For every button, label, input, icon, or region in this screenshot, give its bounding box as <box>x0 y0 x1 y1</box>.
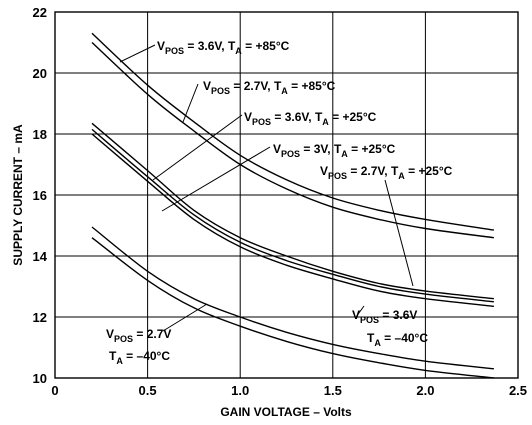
y-tick-label: 18 <box>33 127 47 142</box>
grid <box>54 11 519 379</box>
y-tick-labels: 10 12 14 16 18 20 22 <box>33 5 48 386</box>
x-tick-label: 2.5 <box>509 383 527 398</box>
x-tick-label: 0 <box>51 383 58 398</box>
x-tick-label: 1.5 <box>324 383 342 398</box>
leader-line-4 <box>384 179 414 287</box>
leader-line-3 <box>161 146 271 212</box>
series-line-2 <box>91 122 494 300</box>
series-line-1 <box>91 41 494 239</box>
leader-line-6 <box>162 303 208 332</box>
annotation-am40_27_l2: TA = –40°C <box>109 349 170 366</box>
plot-frame <box>54 11 519 379</box>
leader-line-0 <box>119 44 156 63</box>
series-line-0 <box>91 32 495 231</box>
annotation-a25_3: VPOS = 3V, TA = +25°C <box>273 142 396 159</box>
leader-line-2 <box>152 114 243 181</box>
leader-line-5 <box>355 305 365 318</box>
annotation-a85_27: VPOS = 2.7V, TA = +85°C <box>203 79 336 96</box>
x-axis-label: GAIN VOLTAGE – Volts <box>220 405 352 419</box>
y-tick-label: 14 <box>33 249 48 264</box>
annotation-a85_36: VPOS = 3.6V, TA = +85°C <box>157 39 290 56</box>
x-tick-label: 0.5 <box>139 383 157 398</box>
series-line-3 <box>91 128 494 303</box>
leader-line-1 <box>182 83 199 123</box>
x-tick-label: 2.0 <box>416 383 434 398</box>
y-tick-label: 10 <box>33 371 47 386</box>
series-lines <box>91 32 495 379</box>
y-tick-label: 22 <box>33 5 47 20</box>
y-tick-label: 16 <box>33 188 47 203</box>
series-annotations: VPOS = 3.6V, TA = +85°C VPOS = 2.7V, TA =… <box>106 39 453 366</box>
x-tick-labels: 0 0.5 1.0 1.5 2.0 2.5 <box>51 383 527 398</box>
annotation-a25_36: VPOS = 3.6V, TA = +25°C <box>244 110 377 127</box>
annotation-leaders <box>119 44 414 332</box>
series-line-4 <box>91 133 494 307</box>
annotation-a25_27: VPOS = 2.7V, TA = +25°C <box>320 164 453 181</box>
annotation-am40_36_l1: VPOS = 3.6V <box>352 308 417 325</box>
annotation-am40_27_l1: VPOS = 2.7V <box>106 327 171 344</box>
y-axis-label: SUPPLY CURRENT – mA <box>11 124 25 266</box>
x-tick-label: 1.0 <box>231 383 249 398</box>
series-line-5 <box>91 226 494 370</box>
series-line-6 <box>91 237 494 379</box>
y-tick-label: 12 <box>33 310 47 325</box>
annotation-am40_36_l2: TA = –40°C <box>367 331 428 348</box>
y-tick-label: 20 <box>33 66 47 81</box>
